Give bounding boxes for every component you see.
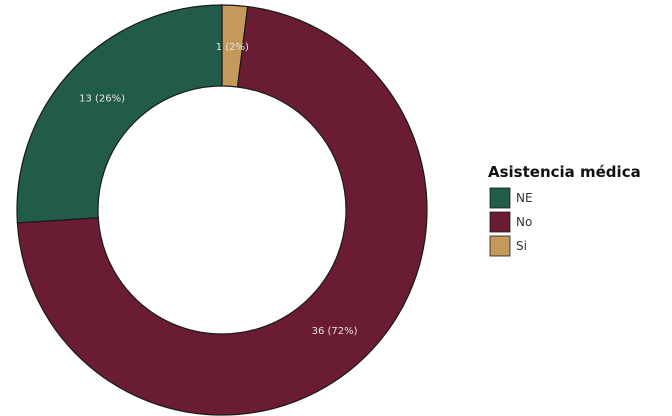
donut-slices [16,4,428,416]
slice-label-si: 1 (2%) [216,42,249,53]
donut-slice-labels: 1 (2%) 36 (72%) 13 (26%) [79,42,358,337]
legend-label-no: No [516,215,532,229]
legend-label-ne: NE [516,191,533,205]
legend-swatch-si [489,235,511,257]
legend: Asistencia médica NE No Si [488,163,641,257]
legend-label-si: Si [516,239,527,253]
slice-label-ne: 13 (26%) [79,93,125,104]
slice-no [16,5,428,416]
legend-swatch-no [489,211,511,233]
legend-title: Asistencia médica [488,163,641,181]
slice-label-no: 36 (72%) [312,326,358,337]
slice-ne [16,4,223,224]
legend-swatch-ne [489,187,511,209]
